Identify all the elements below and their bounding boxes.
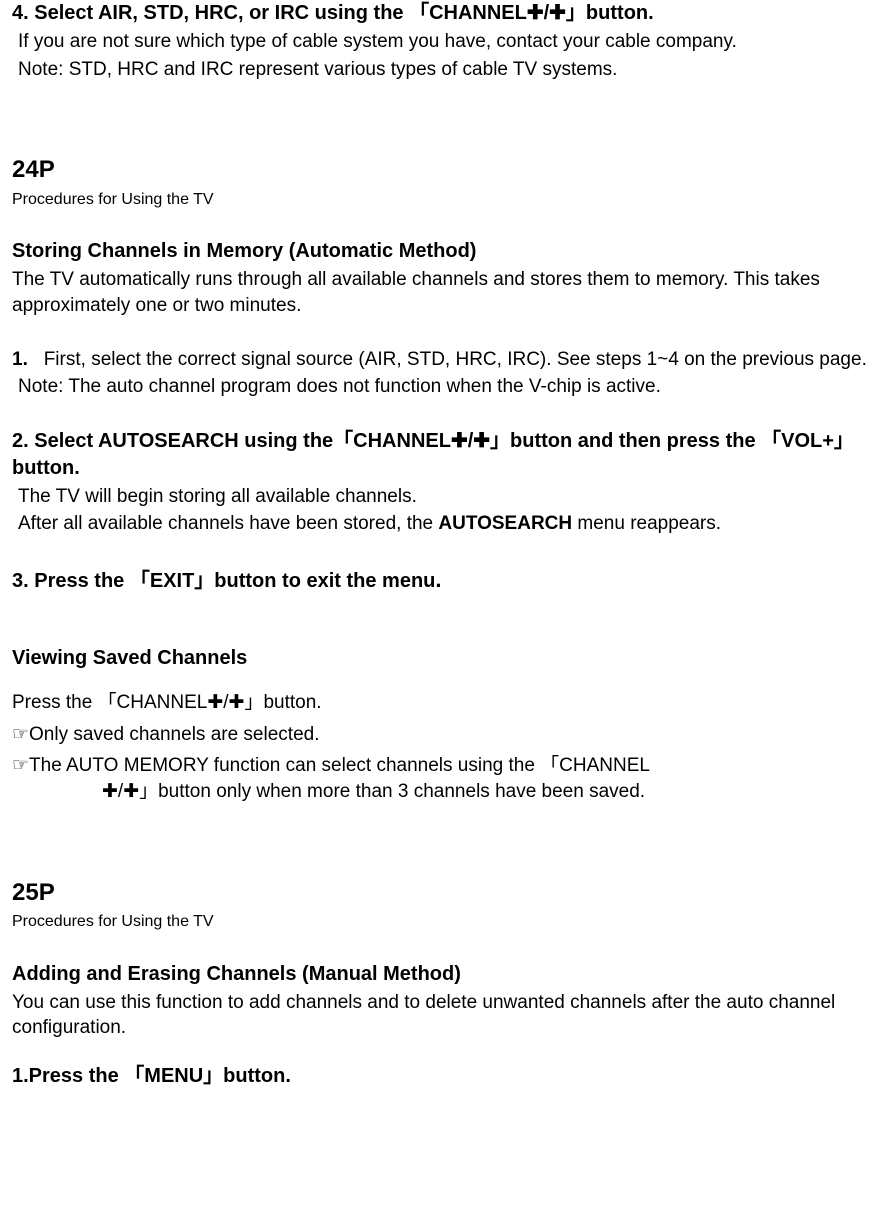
section-adding-intro: You can use this function to add channel…	[12, 990, 889, 1041]
storing-step1-note: Note: The auto channel program does not …	[12, 374, 889, 400]
storing-step3-period: .	[435, 567, 441, 592]
storing-step2-autosearch-label: AUTOSEARCH	[438, 513, 572, 534]
viewing-line: Press the 「CHANNEL✚/✚」button.	[12, 690, 889, 716]
section-adding-title: Adding and Erasing Channels (Manual Meth…	[12, 961, 889, 988]
storing-step3-heading: 3. Press the 「EXIT」button to exit the me…	[12, 565, 889, 595]
storing-step2-body2: After all available channels have been s…	[12, 511, 889, 537]
storing-step2-heading: 2. Select AUTOSEARCH using the「CHANNEL✚/…	[12, 428, 889, 482]
storing-step2-body2-c: menu reappears.	[572, 513, 721, 534]
step4-body-line2: Note: STD, HRC and IRC represent various…	[12, 57, 889, 83]
section-viewing-title: Viewing Saved Channels	[12, 645, 889, 672]
page-24-number: 24P	[12, 154, 889, 186]
storing-step2-body1: The TV will begin storing all available …	[12, 484, 889, 510]
storing-step1-num: 1.	[12, 349, 28, 370]
section-storing-title: Storing Channels in Memory (Automatic Me…	[12, 238, 889, 265]
storing-step1: 1. First, select the correct signal sour…	[12, 347, 889, 373]
storing-step1-body: First, select the correct signal source …	[44, 349, 867, 370]
page-25-number: 25P	[12, 877, 889, 909]
step4-heading: 4. Select AIR, STD, HRC, or IRC using th…	[12, 0, 889, 27]
adding-step1-heading: 1.Press the 「MENU」button.	[12, 1063, 889, 1090]
storing-step2-body2-a: After all available channels have been s…	[18, 513, 438, 534]
viewing-bullet-2a: ☞The AUTO MEMORY function can select cha…	[12, 753, 889, 779]
storing-step3-text: 3. Press the 「EXIT」button to exit the me…	[12, 570, 435, 592]
step4-body-line1: If you are not sure which type of cable …	[12, 29, 889, 55]
page-24-subtitle: Procedures for Using the TV	[12, 189, 889, 211]
section-storing-intro: The TV automatically runs through all av…	[12, 267, 889, 318]
viewing-bullet-1: ☞Only saved channels are selected.	[12, 722, 889, 748]
viewing-bullet-2b: ✚/✚」button only when more than 3 channel…	[12, 779, 889, 805]
page-25-subtitle: Procedures for Using the TV	[12, 911, 889, 933]
